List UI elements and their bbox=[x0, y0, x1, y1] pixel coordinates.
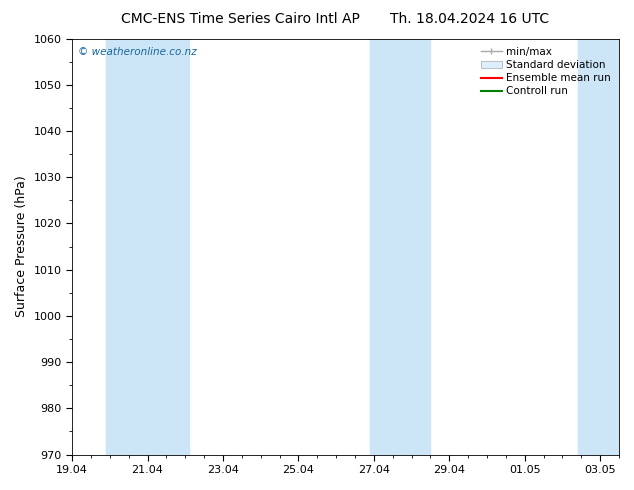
Text: CMC-ENS Time Series Cairo Intl AP: CMC-ENS Time Series Cairo Intl AP bbox=[122, 12, 360, 26]
Bar bbox=[106, 39, 189, 455]
Text: Th. 18.04.2024 16 UTC: Th. 18.04.2024 16 UTC bbox=[390, 12, 548, 26]
Bar bbox=[370, 39, 430, 455]
Text: © weatheronline.co.nz: © weatheronline.co.nz bbox=[77, 47, 197, 57]
Bar bbox=[578, 39, 619, 455]
Y-axis label: Surface Pressure (hPa): Surface Pressure (hPa) bbox=[15, 176, 28, 318]
Legend: min/max, Standard deviation, Ensemble mean run, Controll run: min/max, Standard deviation, Ensemble me… bbox=[478, 44, 614, 99]
